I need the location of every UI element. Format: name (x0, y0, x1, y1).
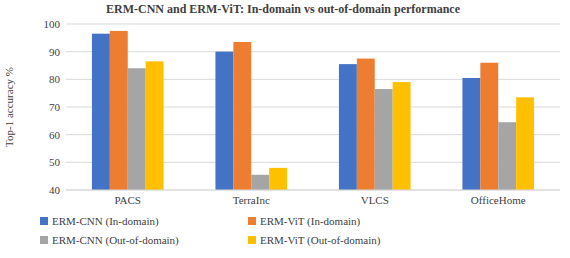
bar (146, 61, 164, 190)
x-tick-label: TerraInc (233, 194, 270, 206)
bar (393, 82, 411, 190)
y-tick-label: 90 (49, 46, 61, 58)
y-tick-label: 50 (49, 156, 61, 168)
bar (516, 97, 534, 190)
bar (92, 34, 110, 190)
x-tick-label: OfficeHome (471, 194, 526, 206)
bar (251, 175, 269, 190)
legend-label: ERM-CNN (Out-of-domain) (52, 234, 179, 247)
legend-label: ERM-ViT (Out-of-domain) (260, 234, 381, 247)
bar (110, 31, 128, 190)
bar (128, 68, 146, 190)
x-axis-line (66, 190, 560, 191)
bar (233, 42, 251, 190)
legend-swatch (248, 217, 256, 225)
bar (357, 59, 375, 190)
chart-svg: ERM-CNN and ERM-ViT: In-domain vs out-of… (0, 0, 570, 258)
legend-label: ERM-CNN (In-domain) (52, 215, 159, 228)
y-tick-label: 40 (49, 184, 61, 196)
y-tick-label: 70 (49, 101, 61, 113)
legend-swatch (40, 217, 48, 225)
bar (498, 122, 516, 190)
bar (480, 63, 498, 190)
bar (375, 89, 393, 190)
grid-line (66, 24, 560, 25)
title: ERM-CNN and ERM-ViT: In-domain vs out-of… (106, 2, 461, 16)
y-axis-label: Top-1 accuracy % (3, 67, 15, 147)
bar (215, 52, 233, 190)
bar (339, 64, 357, 190)
legend-label: ERM-ViT (In-domain) (260, 215, 361, 228)
legend-swatch (248, 236, 256, 244)
bar (462, 78, 480, 190)
y-tick-label: 100 (44, 18, 61, 30)
y-tick-label: 80 (49, 73, 61, 85)
chart-container: ERM-CNN and ERM-ViT: In-domain vs out-of… (0, 0, 570, 258)
legend-swatch (40, 236, 48, 244)
grid-line (66, 51, 560, 52)
bars (92, 31, 534, 190)
y-tick-label: 60 (49, 129, 61, 141)
bar (269, 168, 287, 190)
x-tick-label: VLCS (361, 194, 389, 206)
grid-line (66, 190, 560, 191)
x-tick-label: PACS (114, 194, 141, 206)
